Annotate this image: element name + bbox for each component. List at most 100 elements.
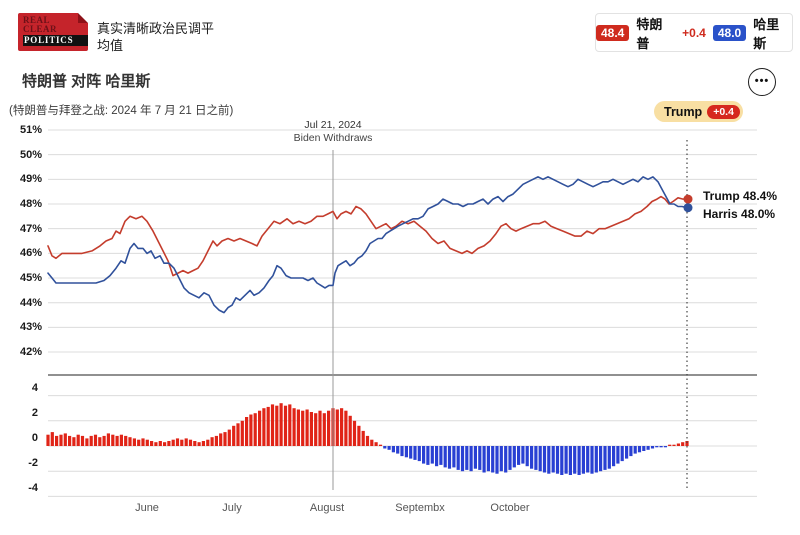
spread-bar [460, 446, 465, 472]
spread-bar [465, 446, 469, 470]
spread-bar [396, 446, 400, 454]
spread-bar [521, 446, 525, 464]
spread-bar [258, 410, 262, 446]
spread-bar [106, 433, 110, 446]
trump-score-label: 特朗普 [636, 16, 663, 51]
spread-bar [223, 432, 227, 446]
ellipsis-icon: ••• [754, 75, 770, 87]
spread-bar [115, 435, 119, 446]
spread-bar [370, 439, 374, 446]
spread-bar [426, 446, 430, 465]
leader-badge: Trump +0.4 [654, 101, 743, 122]
brand-caption-line1: 真实清晰政治民调平 [97, 21, 215, 36]
spread-bar [301, 410, 305, 446]
spread-bar [594, 446, 598, 473]
spread-axis-tick: 4 [31, 381, 38, 394]
spread-bar [206, 439, 210, 446]
spread-bar [400, 446, 404, 457]
spread-bar [551, 446, 555, 473]
spread-bar [642, 446, 646, 451]
spread-bar [180, 439, 184, 446]
spread-bar [167, 441, 171, 446]
spread-bar [184, 438, 188, 446]
spread-bar [491, 446, 495, 473]
spread-bar [676, 443, 680, 446]
spread-bar [607, 446, 611, 469]
spread-bar [409, 446, 413, 459]
spread-bar [378, 444, 383, 446]
spread-bar [534, 446, 538, 470]
spread-bar [240, 420, 244, 446]
spread-bar [214, 435, 218, 446]
spread-bar [435, 446, 439, 467]
spread-bar [59, 434, 63, 446]
rcp-logo-text: REAL CLEAR POLITICS [23, 16, 88, 46]
spread-bar [504, 446, 508, 473]
page-title: 特朗普 对阵 哈里斯 [22, 73, 151, 90]
spread-bar [296, 409, 300, 446]
spread-bar [560, 446, 564, 475]
spread-bar [132, 438, 136, 446]
spread-bar [681, 442, 685, 446]
spread-bar [473, 446, 477, 469]
spread-bar [197, 442, 201, 446]
spread-bar [335, 409, 339, 446]
spread-bar [439, 446, 443, 465]
spread-bar [495, 446, 499, 474]
spread-bar [327, 410, 331, 446]
logo-line-3: POLITICS [23, 35, 88, 46]
spread-bar [85, 438, 89, 446]
spread-bar [245, 417, 249, 446]
spread-bar [175, 438, 180, 446]
spread-bar [68, 435, 72, 446]
spread-bar [482, 446, 486, 473]
trump-end-label: Trump 48.4% [703, 189, 778, 203]
spread-bar [512, 446, 516, 468]
spread-bar [145, 439, 149, 446]
harris-score-pill: 48.0 [712, 24, 747, 41]
spread-bar [309, 412, 313, 446]
spread-bar [352, 420, 357, 446]
spread-bar [275, 405, 279, 446]
spread-bar [227, 429, 231, 446]
spread-bar [262, 408, 266, 446]
spread-bar [102, 435, 106, 446]
spread-bar [89, 435, 93, 446]
poll-average-box: 48.4 特朗普 +0.4 48.0 哈里斯 [595, 13, 793, 52]
spread-bar [625, 446, 629, 459]
spread-bar [469, 446, 473, 472]
subtitle: (特朗普与拜登之战: 2024 年 7 月 21 日之前) [9, 105, 234, 117]
spread-bar [253, 413, 257, 446]
month-label: Septembx [395, 502, 445, 514]
spread-bar [210, 437, 214, 446]
spread-bar [573, 446, 577, 474]
spread-bar [93, 434, 98, 446]
spread-bar [616, 446, 620, 464]
spread-bar [391, 446, 395, 453]
spread-bar [357, 425, 361, 446]
spread-bar [288, 404, 292, 446]
biden-withdraws-annotation: Jul 21, 2024 Biden Withdraws [294, 119, 373, 145]
spread-bar [581, 446, 585, 474]
spread-bar [154, 442, 158, 446]
logo-line-1: REAL [23, 15, 51, 25]
more-options-button[interactable]: ••• [748, 68, 776, 96]
y-axis-tick: 46% [19, 247, 42, 260]
y-axis-tick: 50% [19, 148, 42, 161]
spread-axis-tick: -4 [28, 482, 38, 495]
annotation-date: Jul 21, 2024 [304, 119, 362, 131]
trump-delta: +0.4 [682, 25, 706, 40]
harris-line [47, 176, 688, 314]
spread-bar [530, 446, 534, 469]
spread-bar [422, 446, 426, 464]
spread-bar [590, 446, 594, 474]
spread-bar [158, 441, 162, 446]
brand-caption-line2: 均值 [97, 38, 124, 53]
spread-bar [547, 446, 551, 474]
spread-bar [46, 434, 50, 446]
spread-bar [292, 408, 296, 446]
spread-bar [650, 446, 655, 449]
harris-score-label: 哈里斯 [753, 16, 780, 51]
